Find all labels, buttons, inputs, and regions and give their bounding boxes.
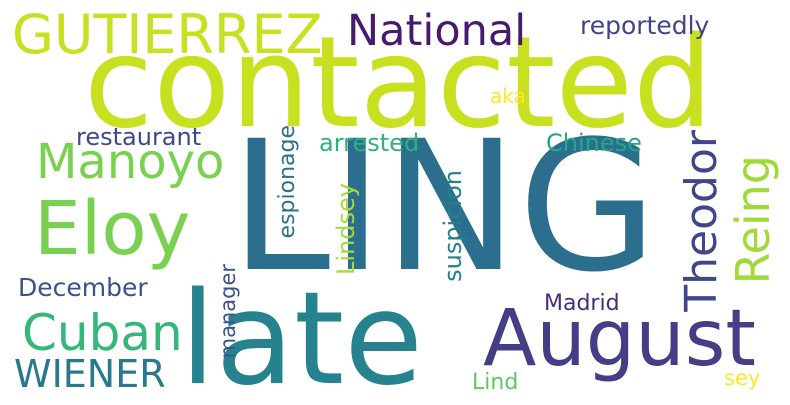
- word-august: August: [483, 294, 756, 384]
- word-contacted: contacted: [84, 9, 714, 156]
- word-madrid: Madrid: [544, 291, 620, 316]
- word-lind: Lind: [472, 370, 519, 395]
- word-national: National: [347, 6, 527, 56]
- word-manager: manager: [216, 264, 240, 359]
- word-theodor: Theodor: [676, 130, 727, 312]
- word-december: December: [18, 273, 148, 302]
- word-arrested: arrested: [319, 129, 420, 157]
- word-manoyo: Manoyo: [36, 134, 225, 190]
- word-restaurant: restaurant: [76, 123, 202, 151]
- word-ling: LING: [230, 103, 658, 312]
- word-aka: aka: [490, 84, 526, 108]
- word-cuban: Cuban: [22, 304, 183, 362]
- word-late: late: [180, 265, 423, 405]
- word-wiener: WIENER: [14, 352, 166, 396]
- word-chinese: Chinese: [546, 129, 642, 157]
- word-reing: Reing: [726, 155, 780, 285]
- word-sey: sey: [724, 366, 761, 390]
- word-eloy: Eloy: [34, 186, 191, 272]
- word-reportedly: reportedly: [580, 11, 710, 40]
- word-lindsey: Lindsey: [332, 183, 360, 275]
- word-espionage: espionage: [275, 125, 300, 239]
- word-suspicion: suspicion: [439, 170, 467, 282]
- word-gutierrez: GUTIERREZ: [12, 3, 323, 66]
